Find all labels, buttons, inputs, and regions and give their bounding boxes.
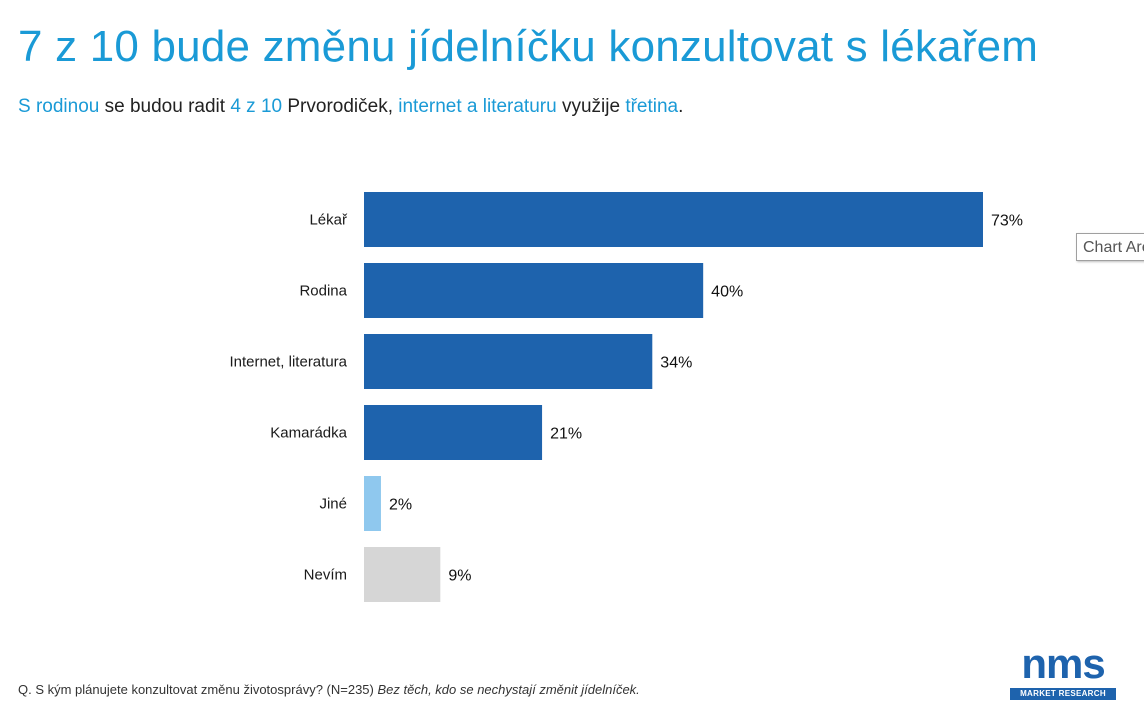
category-label: Nevím	[304, 567, 347, 584]
subtitle-highlight-internet: internet a literaturu	[398, 96, 557, 117]
page-title: 7 z 10 bude změnu jídelníčku konzultovat…	[18, 22, 1039, 71]
subtitle-text: se budou radit	[99, 96, 231, 117]
value-label: 2%	[389, 497, 412, 514]
value-label: 34%	[660, 355, 692, 372]
subtitle-text: Prvorodiček,	[282, 96, 399, 117]
subtitle-highlight-family: S rodinou	[18, 96, 100, 117]
bar-1[interactable]	[364, 263, 704, 318]
bar-2[interactable]	[364, 334, 653, 389]
bar-3[interactable]	[364, 405, 543, 460]
footnote: Q. S kým plánujete konzultovat změnu živ…	[18, 682, 640, 697]
bar-5[interactable]	[364, 547, 441, 602]
category-label: Kamarádka	[270, 425, 347, 442]
footnote-question: Q. S kým plánujete konzultovat změnu živ…	[18, 682, 378, 697]
category-label: Rodina	[299, 283, 347, 300]
logo-tagline: MARKET RESEARCH	[1010, 688, 1116, 700]
subtitle: S rodinou se budou radit 4 z 10 Prvorodi…	[18, 96, 683, 118]
value-label: 9%	[448, 568, 471, 585]
bar-0[interactable]	[364, 192, 983, 247]
subtitle-highlight-third: třetina	[625, 96, 679, 117]
subtitle-highlight-ratio: 4 z 10	[230, 96, 283, 117]
category-label: Jiné	[319, 496, 347, 513]
category-label: Internet, literatura	[229, 354, 347, 371]
value-label: 40%	[711, 284, 743, 301]
value-label: 73%	[991, 213, 1023, 230]
nms-logo: nms MARKET RESEARCH	[1008, 640, 1118, 700]
value-label: 21%	[550, 426, 582, 443]
bar-4[interactable]	[364, 476, 381, 531]
subtitle-text: využije	[556, 96, 626, 117]
footnote-note: Bez těch, kdo se nechystají změnit jídel…	[377, 682, 640, 697]
logo-wordmark: nms	[1021, 640, 1105, 687]
category-label: Lékař	[309, 212, 348, 229]
subtitle-text: .	[678, 96, 684, 117]
chart-area-tooltip: Chart Area	[1076, 233, 1144, 261]
